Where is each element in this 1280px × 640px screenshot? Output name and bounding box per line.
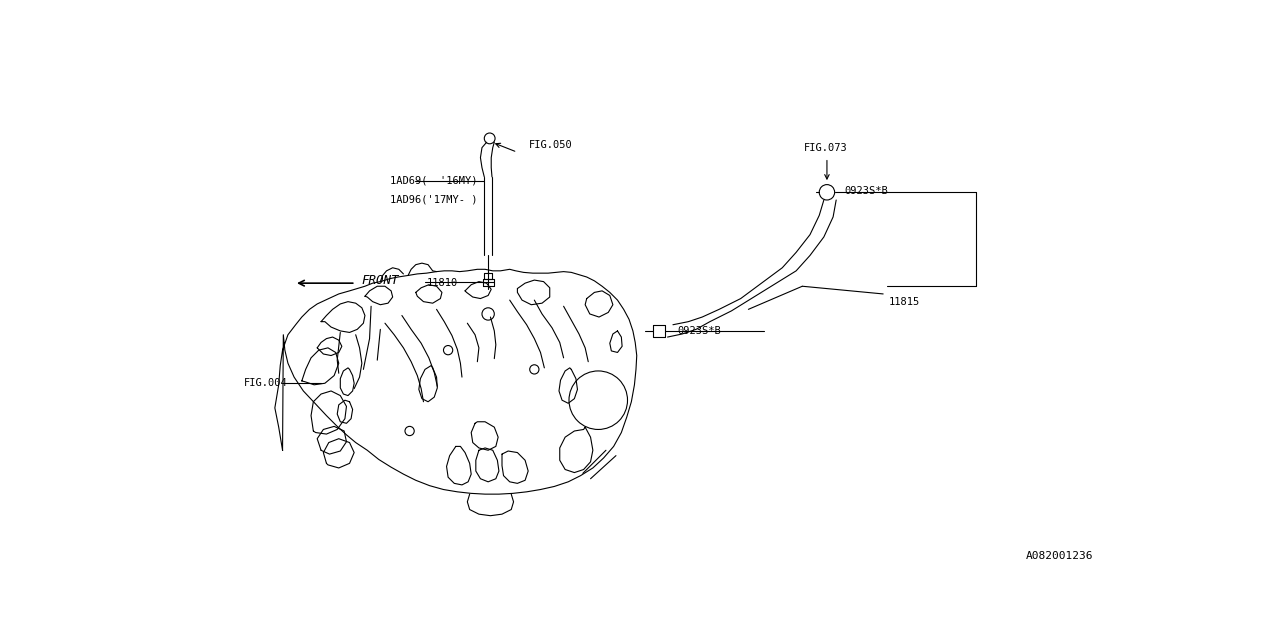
Text: 1AD69( -'16MY): 1AD69( -'16MY) (390, 176, 477, 186)
Text: 0923S*B: 0923S*B (677, 326, 722, 336)
Text: 11815: 11815 (888, 296, 920, 307)
Text: A082001236: A082001236 (1025, 551, 1093, 561)
Text: 0923S*B: 0923S*B (845, 186, 888, 196)
Text: 11810: 11810 (426, 278, 458, 288)
Text: FIG.073: FIG.073 (804, 143, 847, 152)
Text: 1AD96('17MY- ): 1AD96('17MY- ) (390, 195, 477, 205)
Text: FIG.050: FIG.050 (529, 140, 572, 150)
Text: FRONT: FRONT (362, 273, 399, 287)
Text: FIG.004: FIG.004 (244, 378, 288, 388)
